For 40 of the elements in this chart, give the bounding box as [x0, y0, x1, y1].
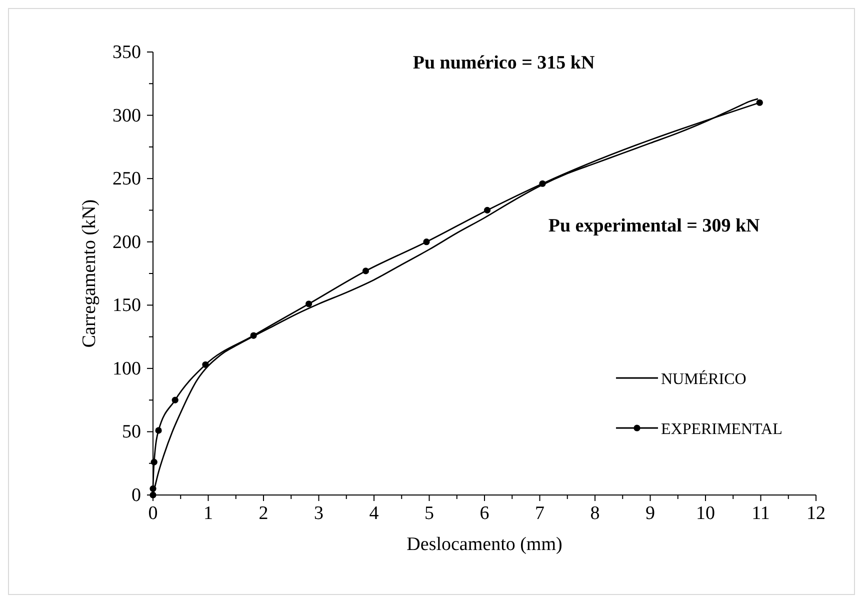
x-tick-label: 4 — [369, 503, 380, 524]
y-tick-label: 200 — [112, 232, 141, 253]
point — [362, 268, 370, 274]
point — [756, 99, 763, 106]
y-tick-label: 300 — [112, 105, 141, 126]
point — [250, 332, 257, 339]
point — [172, 396, 178, 404]
x-tick-label: 1 — [204, 503, 213, 524]
x-tick-label: 12 — [806, 503, 826, 524]
x-tick-label: 6 — [480, 503, 490, 524]
point — [484, 206, 491, 214]
x-tick-label: 11 — [752, 503, 770, 524]
y-tick-label: 100 — [112, 358, 141, 380]
point — [423, 238, 430, 246]
x-tick-label: 10 — [696, 503, 715, 524]
point — [539, 180, 546, 187]
annotation: Pu numérico = 315 kN — [412, 52, 595, 74]
y-tick-label: 50 — [122, 422, 141, 443]
legend-label: EXPERIMENTAL — [661, 421, 782, 438]
point — [155, 427, 162, 434]
y-axis-title: Carregamento (kN) — [79, 199, 100, 348]
x-axis-title: Deslocamento (mm) — [406, 534, 562, 555]
x-tick-label: 5 — [424, 503, 434, 524]
x-tick-label: 0 — [148, 503, 158, 524]
y-tick-label: 150 — [112, 295, 141, 316]
point — [202, 361, 209, 368]
point — [150, 458, 158, 466]
point — [150, 485, 156, 492]
y-tick-label: 0 — [132, 485, 141, 506]
x-tick-label: 2 — [258, 503, 268, 524]
point — [306, 300, 312, 308]
point — [150, 492, 156, 498]
y-tick-label: 250 — [112, 168, 141, 190]
x-tick-label: 3 — [314, 503, 324, 524]
y-tick-label: 350 — [112, 42, 141, 63]
x-tick-label: 7 — [535, 503, 544, 524]
x-tick-label: 9 — [646, 503, 655, 524]
x-tick-label: 8 — [590, 503, 600, 524]
legend-label: NUMÉRICO — [661, 370, 746, 388]
annotation: Pu experimental = 309 kN — [548, 216, 760, 237]
